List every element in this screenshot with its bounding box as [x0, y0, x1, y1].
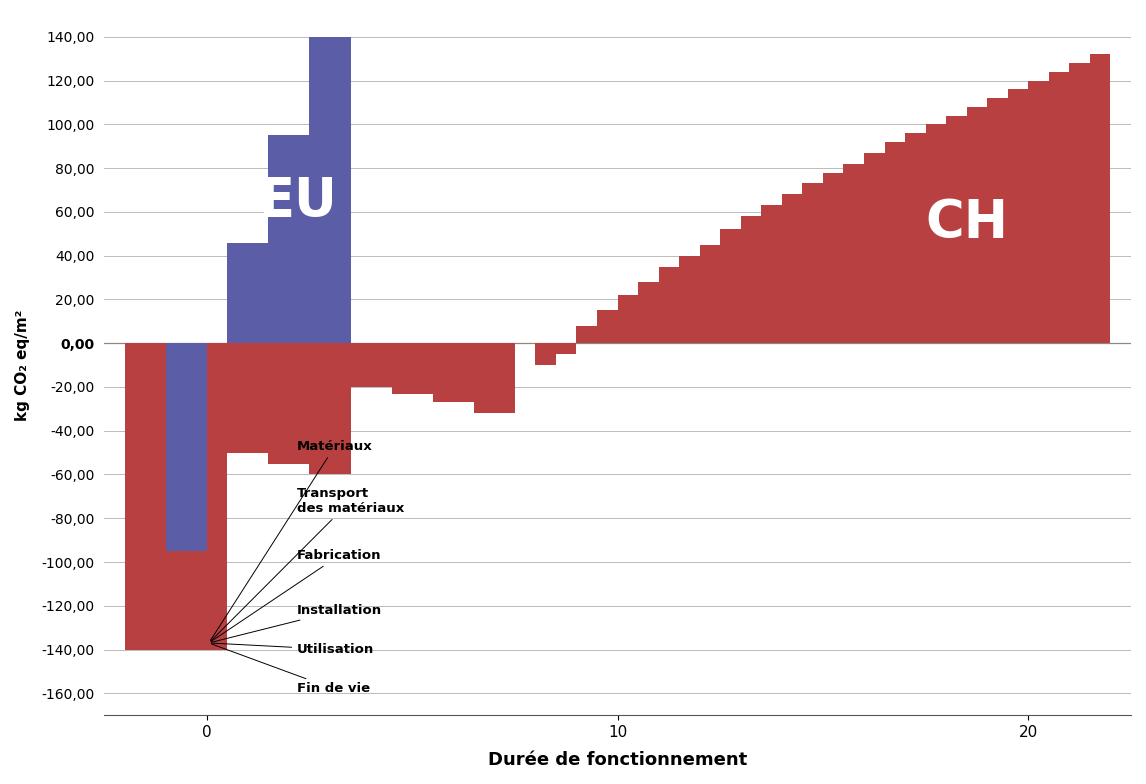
Bar: [967, 107, 987, 343]
Bar: [947, 116, 967, 343]
Bar: [823, 172, 843, 343]
Text: Installation: Installation: [212, 604, 383, 642]
Bar: [268, 136, 309, 343]
Bar: [1090, 54, 1110, 343]
X-axis label: Durée de fonctionnement: Durée de fonctionnement: [488, 751, 747, 769]
Bar: [864, 153, 885, 343]
Bar: [926, 125, 947, 343]
Text: Transport
des matériaux: Transport des matériaux: [211, 487, 405, 641]
Bar: [535, 343, 556, 365]
Bar: [309, 37, 351, 343]
Bar: [206, 343, 227, 649]
Bar: [680, 256, 700, 343]
Bar: [659, 267, 680, 343]
Bar: [473, 343, 515, 413]
Bar: [618, 295, 638, 343]
Bar: [166, 343, 206, 551]
Bar: [351, 343, 392, 387]
Bar: [843, 164, 864, 343]
Bar: [885, 142, 905, 343]
Bar: [392, 343, 433, 394]
Bar: [309, 343, 351, 474]
Bar: [433, 343, 473, 402]
Bar: [268, 343, 309, 463]
Text: Utilisation: Utilisation: [212, 643, 375, 656]
Bar: [987, 98, 1007, 343]
Bar: [227, 343, 268, 452]
Text: Fin de vie: Fin de vie: [212, 644, 370, 695]
Bar: [1069, 64, 1090, 343]
Bar: [597, 310, 618, 343]
Bar: [227, 242, 268, 343]
Bar: [1028, 81, 1049, 343]
Bar: [638, 282, 659, 343]
Bar: [1007, 89, 1028, 343]
Bar: [761, 205, 782, 343]
Bar: [1049, 72, 1069, 343]
Bar: [556, 343, 576, 354]
Text: Matériaux: Matériaux: [211, 440, 372, 641]
Bar: [700, 245, 720, 343]
Bar: [740, 216, 761, 343]
Text: EU: EU: [258, 175, 337, 227]
Bar: [905, 133, 926, 343]
Bar: [166, 551, 206, 649]
Text: Fabrication: Fabrication: [211, 549, 382, 641]
Bar: [125, 343, 166, 649]
Bar: [576, 325, 597, 343]
Y-axis label: kg CO₂ eq/m²: kg CO₂ eq/m²: [15, 310, 30, 421]
Bar: [802, 183, 823, 343]
Bar: [720, 230, 740, 343]
Bar: [782, 194, 802, 343]
Text: CH: CH: [925, 197, 1008, 249]
